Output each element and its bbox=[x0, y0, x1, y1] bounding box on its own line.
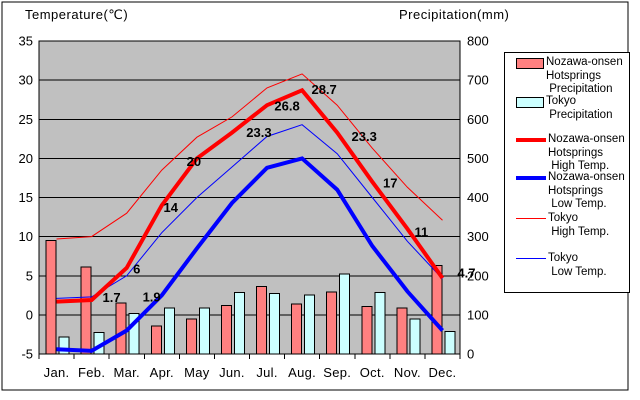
high-temp-data-label: 1.9 bbox=[143, 290, 161, 305]
right-axis-tick-label: 800 bbox=[467, 34, 489, 49]
month-label: Aug. bbox=[288, 365, 316, 380]
month-label: Jan. bbox=[44, 365, 70, 380]
month-label: Oct. bbox=[360, 365, 385, 380]
nozawa-onsen-hotsprings-low-temp--line bbox=[56, 156, 444, 353]
legend-swatch-thin-line bbox=[516, 218, 546, 219]
legend-item: Nozawa-onsen Hotsprings High Temp. bbox=[505, 133, 631, 174]
right-axis-tick-label: 100 bbox=[467, 307, 489, 322]
left-axis-tick-label: 10 bbox=[19, 229, 33, 244]
tokyo-precip-bar bbox=[339, 273, 351, 355]
month-label: Sep. bbox=[323, 365, 351, 380]
month-label: Dec. bbox=[428, 365, 456, 380]
left-axis-tick-label: 20 bbox=[19, 151, 33, 166]
right-axis-tick-label: 600 bbox=[467, 112, 489, 127]
high-temp-data-label: 11 bbox=[415, 224, 429, 239]
legend-item: Tokyo Low Temp. bbox=[505, 252, 631, 279]
left-axis-tick-label: 0 bbox=[26, 307, 33, 322]
nozawa-onsen-precip-bar bbox=[220, 304, 232, 355]
right-axis-tick-label: 0 bbox=[467, 347, 474, 362]
high-temp-data-label: 1.7 bbox=[103, 290, 121, 305]
nozawa-onsen-precip-bar bbox=[291, 303, 303, 355]
legend-label: Tokyo Low Temp. bbox=[548, 252, 607, 278]
nozawa-onsen-precip-bar bbox=[361, 306, 373, 355]
tokyo-precip-bar bbox=[163, 307, 175, 355]
nozawa-onsen-precip-bar bbox=[80, 266, 92, 355]
left-axis-tick-label: 25 bbox=[19, 112, 33, 127]
tokyo-precip-bar bbox=[444, 331, 456, 355]
legend-swatch-thin-line bbox=[516, 258, 546, 259]
left-axis-tick-label: -5 bbox=[21, 347, 33, 362]
legend-item: Nozawa-onsen Hotsprings Low Temp. bbox=[505, 171, 631, 212]
tokyo-precip-bar bbox=[374, 292, 386, 355]
right-axis-tick-label: 700 bbox=[467, 73, 489, 88]
left-axis-tick-label: 30 bbox=[19, 73, 33, 88]
month-label: May bbox=[184, 365, 210, 380]
nozawa-onsen-hotsprings-high-temp--line bbox=[56, 87, 445, 304]
tokyo-precip-bar bbox=[269, 292, 280, 355]
tokyo-precip-bar bbox=[409, 318, 421, 355]
nozawa-onsen-precip-bar bbox=[431, 265, 443, 355]
high-temp-data-label: 20 bbox=[187, 154, 201, 169]
legend-label: Nozawa-onsen Hotsprings Precipitation bbox=[546, 56, 623, 95]
legend: Nozawa-onsen Hotsprings Precipitation Tok… bbox=[504, 52, 630, 293]
right-axis-title: Precipitation(mm) bbox=[399, 7, 510, 22]
legend-label: Nozawa-onsen Hotsprings High Temp. bbox=[548, 133, 625, 172]
nozawa-onsen-precip-bar bbox=[256, 286, 267, 355]
high-temp-data-label: 26.8 bbox=[274, 99, 299, 114]
tokyo-low-temp--line bbox=[56, 124, 443, 299]
tokyo-precip-bar bbox=[233, 292, 245, 355]
right-axis-tick-label: 500 bbox=[467, 151, 489, 166]
legend-item: Tokyo High Temp. bbox=[505, 212, 631, 239]
legend-swatch-thick-line bbox=[516, 138, 546, 142]
nozawa-onsen-precip-bar bbox=[326, 291, 338, 355]
nozawa-onsen-precip-bar bbox=[45, 240, 57, 355]
legend-swatch-bar bbox=[516, 97, 544, 108]
right-axis-tick-label: 400 bbox=[467, 190, 489, 205]
right-axis-tick-label: 300 bbox=[467, 229, 489, 244]
nozawa-onsen-precip-bar bbox=[115, 302, 127, 355]
tokyo-precip-bar bbox=[304, 294, 316, 355]
nozawa-onsen-precip-bar bbox=[185, 318, 197, 355]
legend-swatch-thick-line bbox=[516, 176, 546, 180]
month-label: Jul. bbox=[256, 365, 277, 380]
legend-label: Nozawa-onsen Hotsprings Low Temp. bbox=[548, 171, 625, 210]
legend-label: Tokyo Precipitation bbox=[546, 95, 613, 121]
high-temp-data-label: 23.3 bbox=[246, 125, 271, 140]
month-label: Feb. bbox=[78, 365, 105, 380]
month-label: Jun. bbox=[219, 365, 245, 380]
legend-label: Tokyo High Temp. bbox=[548, 212, 610, 238]
legend-swatch-bar bbox=[516, 58, 544, 69]
tokyo-precip-bar bbox=[128, 312, 140, 355]
legend-item: Nozawa-onsen Hotsprings Precipitation bbox=[505, 56, 631, 97]
right-axis-tick-label: 200 bbox=[467, 268, 489, 283]
high-temp-data-label: 28.7 bbox=[311, 82, 336, 97]
left-axis-tick-label: 15 bbox=[19, 190, 33, 205]
high-temp-data-label: 17 bbox=[383, 175, 397, 190]
left-axis-tick-label: 5 bbox=[26, 268, 33, 283]
high-temp-data-label: 4.7 bbox=[457, 266, 475, 281]
high-temp-data-label: 14 bbox=[164, 200, 179, 215]
month-label: Apr. bbox=[150, 365, 174, 380]
tokyo-precip-bar bbox=[58, 336, 70, 355]
left-axis-title: Temperature(℃) bbox=[25, 7, 129, 22]
legend-item: Tokyo Precipitation bbox=[505, 95, 631, 122]
month-label: Mar. bbox=[113, 365, 139, 380]
nozawa-onsen-precip-bar bbox=[150, 325, 162, 355]
month-label: Nov. bbox=[394, 365, 421, 380]
nozawa-onsen-precip-bar bbox=[396, 307, 408, 355]
high-temp-data-label: 6 bbox=[133, 261, 140, 276]
high-temp-data-label: 23.3 bbox=[352, 129, 377, 144]
tokyo-high-temp--line bbox=[56, 73, 443, 240]
tokyo-precip-bar bbox=[198, 307, 210, 355]
left-axis-tick-label: 35 bbox=[19, 34, 33, 49]
